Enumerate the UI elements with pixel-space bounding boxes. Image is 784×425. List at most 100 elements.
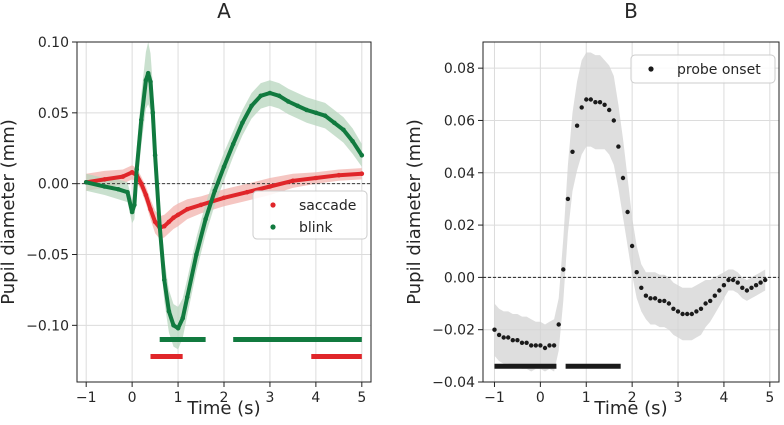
legend-label: saccade	[299, 198, 356, 214]
data-point-blink	[221, 164, 227, 169]
data-point-blink	[150, 110, 156, 116]
data-point-probe-onset	[496, 332, 502, 338]
data-point-saccade	[313, 175, 319, 181]
y-tick-label: 0.05	[38, 106, 69, 122]
data-point-probe-onset	[542, 345, 548, 351]
data-point-saccade	[171, 215, 176, 220]
data-point-probe-onset	[708, 298, 713, 304]
data-point-blink	[249, 103, 254, 109]
data-point-probe-onset	[662, 298, 667, 304]
data-point-probe-onset	[584, 97, 589, 102]
data-point-probe-onset	[698, 306, 704, 311]
data-point-saccade	[148, 206, 153, 212]
data-point-blink	[180, 316, 185, 321]
x-tick-label: 0	[536, 390, 545, 406]
data-point-blink	[212, 188, 218, 194]
data-point-probe-onset	[721, 283, 727, 288]
data-point-probe-onset	[524, 340, 529, 345]
x-tick-label: 1	[174, 390, 183, 406]
data-point-probe-onset	[652, 296, 658, 301]
data-point-probe-onset	[685, 311, 690, 317]
data-point-probe-onset	[740, 285, 745, 290]
legend-box	[630, 54, 776, 84]
data-point-blink	[359, 153, 365, 158]
data-point-probe-onset	[749, 285, 754, 290]
data-point-blink	[145, 70, 151, 76]
data-point-probe-onset	[671, 306, 676, 311]
panel-title: B	[624, 0, 638, 23]
data-point-saccade	[244, 189, 250, 195]
data-point-saccade	[221, 195, 227, 201]
data-point-saccade	[267, 184, 273, 189]
data-point-blink	[313, 110, 319, 116]
x-tick-label: 4	[311, 390, 320, 406]
data-point-probe-onset	[753, 283, 759, 288]
x-tick-label: 3	[265, 390, 274, 406]
data-point-probe-onset	[602, 102, 607, 108]
data-point-blink	[286, 99, 291, 104]
data-point-probe-onset	[515, 338, 520, 343]
data-point-blink	[132, 202, 137, 208]
y-axis-label: Pupil diameter (mm)	[0, 119, 19, 305]
y-tick-label: 0.00	[444, 270, 475, 286]
data-point-probe-onset	[519, 340, 525, 345]
data-point-probe-onset	[675, 309, 681, 314]
x-tick-label: 1	[582, 390, 591, 406]
legend: saccade blink	[252, 190, 368, 240]
confidence-band-probe-onset	[494, 52, 766, 372]
data-point-probe-onset	[629, 243, 635, 249]
legend-marker-probe-onset	[648, 66, 654, 72]
data-point-probe-onset	[593, 100, 598, 105]
data-point-probe-onset	[616, 144, 621, 149]
data-point-blink	[350, 138, 355, 144]
y-axis-label: Pupil diameter (mm)	[404, 119, 425, 305]
y-tick-label: −0.02	[432, 323, 475, 339]
data-point-probe-onset	[607, 107, 612, 113]
data-point-blink	[148, 79, 153, 84]
data-point-saccade	[139, 181, 144, 186]
data-point-blink	[322, 113, 328, 118]
data-point-probe-onset	[744, 288, 750, 293]
data-point-blink	[162, 277, 167, 283]
data-point-blink	[230, 141, 236, 147]
data-point-blink	[185, 294, 190, 300]
data-point-saccade	[129, 170, 135, 175]
data-point-saccade	[175, 212, 181, 218]
y-tick-label: 0.04	[444, 166, 475, 182]
legend-marker-saccade	[270, 202, 276, 208]
legend-label: probe onset	[677, 62, 761, 78]
data-point-probe-onset	[730, 277, 736, 283]
data-point-saccade	[359, 171, 365, 176]
data-point-saccade	[166, 219, 172, 225]
panel-a: −1 0 1 2 3 4 5 −0.10 −0.05 0.00 0.05 0.10 Time (s) Pu…	[0, 0, 372, 419]
x-tick-label: 2	[220, 390, 229, 406]
data-point-blink	[102, 184, 107, 189]
data-point-saccade	[143, 192, 149, 198]
x-axis-label: Time (s)	[186, 398, 260, 419]
data-point-saccade	[152, 219, 158, 225]
data-point-probe-onset	[574, 123, 580, 128]
data-point-probe-onset	[620, 175, 626, 181]
data-point-saccade	[336, 172, 342, 178]
x-tick-label: 5	[357, 390, 366, 406]
data-point-saccade	[198, 202, 204, 208]
x-tick-label: −1	[484, 390, 505, 406]
data-point-probe-onset	[712, 293, 717, 298]
data-point-probe-onset	[694, 309, 699, 314]
data-point-probe-onset	[639, 285, 644, 290]
data-point-probe-onset	[680, 311, 685, 317]
data-point-probe-onset	[492, 327, 497, 332]
data-point-probe-onset	[597, 100, 603, 105]
data-point-probe-onset	[538, 343, 543, 348]
data-point-probe-onset	[561, 267, 566, 272]
data-point-probe-onset	[529, 343, 534, 348]
data-point-probe-onset	[547, 343, 552, 348]
data-point-probe-onset	[506, 335, 511, 340]
y-tick-label: 0.10	[38, 35, 69, 51]
legend-label: blink	[299, 220, 334, 236]
data-point-probe-onset	[510, 338, 515, 343]
data-point-blink	[129, 209, 135, 215]
data-point-saccade	[185, 206, 190, 212]
